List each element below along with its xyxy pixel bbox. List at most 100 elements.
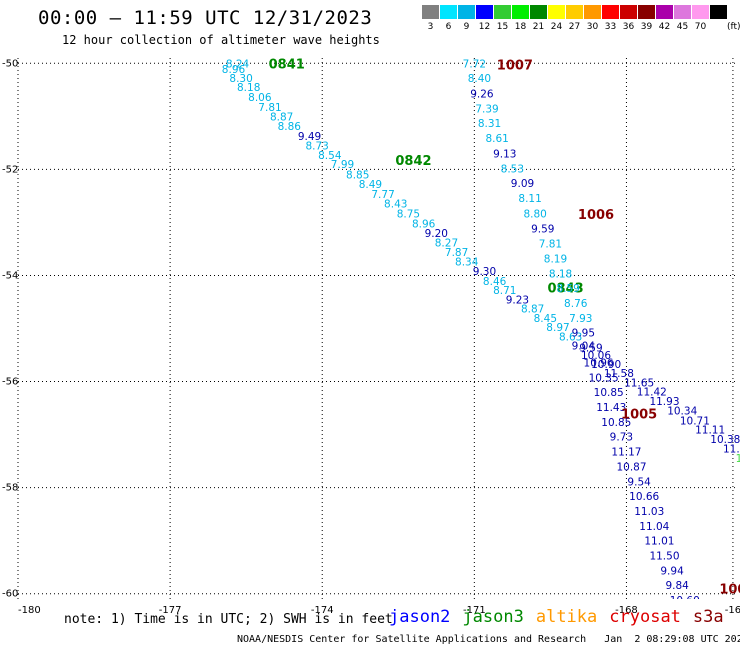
wave-height-point: 8.87	[270, 111, 293, 123]
x-tick-label: -171	[463, 605, 486, 616]
x-tick-label: -16	[725, 605, 740, 616]
data-layer: 8.248.968.308.188.067.818.878.869.498.73…	[222, 57, 740, 607]
wave-height-point: 11.84	[723, 443, 740, 455]
pass-time-label: 100	[719, 582, 740, 597]
wave-height-point: 9.04	[572, 340, 596, 352]
color-scale-swatch	[674, 5, 691, 19]
wave-height-point: 11.50	[649, 551, 679, 563]
color-scale-swatch	[638, 5, 655, 19]
wave-height-point: 9.95	[572, 328, 595, 340]
color-scale-label: 36	[622, 22, 635, 32]
wave-height-point: 8.96	[412, 218, 436, 230]
wave-height-point: 10.90	[591, 359, 621, 371]
wave-height-point: 8.63	[559, 331, 582, 343]
wave-height-point: 10.34	[667, 406, 697, 418]
wave-height-point: 10.85	[594, 387, 624, 399]
wave-height-point: 8.76	[564, 298, 588, 310]
satellite-legend-item: cryosat	[609, 607, 681, 627]
wave-height-point: 11.65	[624, 378, 654, 390]
wave-height-point: 11.03	[634, 506, 664, 518]
pass-time-label: 0841	[269, 57, 305, 72]
wave-height-point: 8.19	[544, 253, 567, 265]
y-tick-label: -54	[2, 270, 18, 281]
wave-height-point: 10.71	[680, 415, 710, 427]
wave-height-point: 7.87	[445, 247, 468, 259]
color-scale-label: 18	[514, 22, 527, 32]
chart-subtitle: 12 hour collection of altimeter wave hei…	[62, 33, 380, 47]
wave-height-point: 10.06	[581, 350, 611, 362]
pass-time-label: 1005	[621, 407, 657, 422]
wave-height-point: 7.81	[258, 102, 281, 114]
wave-height-point: 10.35	[589, 372, 619, 384]
color-scale-label: 42	[658, 22, 671, 32]
pass-time-label: 1006	[578, 208, 614, 223]
wave-height-point: 8.75	[397, 208, 420, 220]
wave-height-point: 11.17	[611, 447, 641, 459]
wave-height-point: 8.59	[556, 283, 579, 295]
wave-height-point: 8.06	[248, 92, 272, 104]
color-scale-swatch	[476, 5, 493, 19]
wave-height-point: 8.43	[384, 198, 407, 210]
wave-height-point: 7.99	[331, 159, 354, 171]
chart-title: 00:00 — 11:59 UTC 12/31/2023	[38, 7, 373, 29]
pass-time-label: 0842	[395, 154, 431, 169]
color-scale-label: 12	[478, 22, 491, 32]
wave-height-point: 11.93	[649, 396, 679, 408]
color-scale-swatch	[602, 5, 619, 19]
color-scale-unit: (ft)	[727, 22, 740, 32]
wave-height-point: 8.73	[305, 141, 328, 153]
wave-height-point: 8.61	[485, 133, 508, 145]
y-tick-label: -56	[2, 377, 18, 388]
wave-height-point: 8.80	[523, 208, 546, 220]
footer-note: note: 1) Time is in UTC; 2) SWH is in fe…	[64, 612, 393, 627]
wave-height-point: 11.01	[644, 536, 674, 548]
satellite-legend-item: jason3	[462, 607, 524, 627]
pass-time-label: 1007	[497, 58, 533, 73]
y-tick-label: -58	[2, 483, 18, 494]
color-scale-label: 3	[427, 22, 434, 32]
wave-height-point: 10.87	[616, 461, 646, 473]
wave-height-point: 8.97	[546, 322, 569, 334]
wave-height-point: 8.46	[483, 276, 507, 288]
wave-height-point: 8.54	[318, 150, 342, 162]
color-scale-swatch	[440, 5, 457, 19]
wave-height-point: 7.72	[463, 58, 486, 70]
wave-height-point: 8.31	[478, 118, 501, 130]
wave-height-point: 8.71	[493, 285, 516, 297]
satellite-legend-item: jason2	[389, 607, 451, 627]
x-tick-label: -177	[159, 605, 182, 616]
wave-height-point: 11.58	[604, 368, 634, 380]
color-scale-label: 21	[532, 22, 545, 32]
color-scale-label: 30	[586, 22, 599, 32]
pass-time-label: 0843	[548, 282, 584, 297]
wave-height-point: 8.53	[501, 163, 524, 175]
wave-height-point: 10.38	[710, 434, 740, 446]
wave-height-point: 8.86	[278, 121, 302, 133]
color-scale-label: 33	[604, 22, 617, 32]
color-scale-swatch	[530, 5, 547, 19]
wave-height-point: 8.30	[229, 73, 252, 85]
wave-height-point: 9.30	[473, 266, 496, 278]
color-scale-label: 27	[568, 22, 581, 32]
color-scale-swatch	[494, 5, 511, 19]
wave-height-point: 9.49	[298, 131, 321, 143]
wave-height-point: 10.60	[670, 595, 700, 607]
wave-height-point: 8.18	[549, 268, 572, 280]
wave-height-point: 7.77	[371, 189, 394, 201]
wave-height-point: 11.11	[695, 424, 725, 436]
wave-height-point: 9.59	[531, 223, 554, 235]
wave-height-point: 8.40	[468, 73, 491, 85]
wave-height-point: 7.81	[539, 239, 562, 251]
wave-height-point: 9.20	[425, 228, 448, 240]
wave-height-point: 9.94	[660, 565, 684, 577]
color-scale-swatch	[512, 5, 529, 19]
color-scale-swatch	[620, 5, 637, 19]
wave-height-point: 9.73	[610, 432, 633, 444]
wave-height-point: 8.24	[226, 58, 250, 70]
color-scale-label: 9	[463, 22, 470, 32]
color-scale-swatch	[422, 5, 439, 19]
wave-height-point: 8.27	[435, 238, 458, 250]
color-scale-label: 15	[496, 22, 509, 32]
wave-height-point: 7.39	[475, 103, 498, 115]
